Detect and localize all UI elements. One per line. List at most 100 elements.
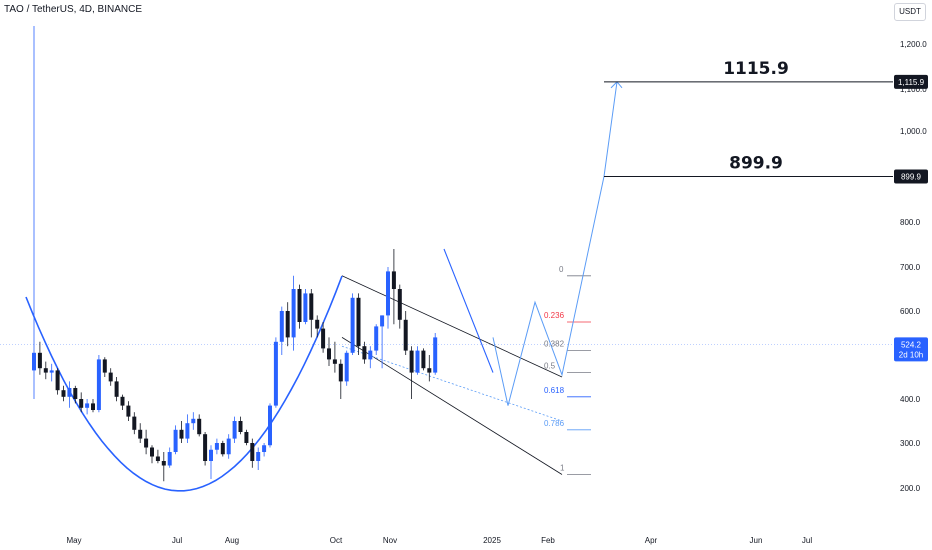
x-tick-label: Oct [330,536,343,545]
fib-level-label: 0.618 [544,386,565,395]
candle-body [132,416,137,430]
fib-level-label: 1 [560,464,565,473]
candle-body [403,319,408,351]
candle-body [356,297,361,347]
y-tick-label: 700.0 [900,263,921,272]
candle-body [268,405,272,446]
candle-body [350,297,355,353]
candle-body [226,438,231,455]
candle-body [32,352,36,371]
candle-body [273,341,278,406]
candle-body [144,438,149,448]
target-price-tag [894,169,928,184]
candle-body [126,405,131,417]
target-price-tag-label: 899.9 [901,173,922,182]
y-tick-label: 800.0 [900,218,921,227]
fib-level-label: 0.5 [544,362,556,371]
candle-body [433,337,438,373]
candle-body [368,350,373,360]
candle-body [321,328,326,349]
time-axis[interactable]: May Jul Aug Oct Nov 2025 Feb Apr Jun Jul [66,536,812,545]
candle-body [244,432,249,443]
target-price-tag-label: 1,115.9 [898,78,925,87]
candle-body [291,289,296,338]
candle-body [179,429,184,439]
y-tick-label: 1,100.0 [900,85,927,94]
candle-body [167,452,172,466]
cup-curve [25,275,343,492]
zigzag-line [443,248,494,373]
candle-body [362,346,367,360]
target-price-tag [894,74,928,89]
candle-body [161,461,166,466]
candle-body [191,418,196,424]
candle-body [391,271,396,289]
current-price-label: 524.2 [901,340,922,349]
candle-body [327,348,331,360]
x-tick-label: Jul [802,536,812,545]
candle-body [262,445,267,452]
countdown-label: 2d 10h [899,350,923,359]
x-tick-label: Jul [172,536,182,545]
candle-body [67,388,72,397]
candle-body [285,311,290,338]
channel-upper-line [341,275,563,378]
candle-body [37,352,42,369]
fib-level-label: 0 [559,265,564,274]
x-tick-label: Feb [541,536,555,545]
candle-body [150,447,154,457]
candle-body [256,452,261,461]
price-axis[interactable]: 200.0300.0400.0500.0600.0700.0800.01,000… [900,40,927,493]
drawings-layer [0,81,893,492]
candle-body [338,363,343,382]
candle-body [409,350,414,373]
candle-body [96,359,101,410]
fib-level-label: 0.236 [544,311,565,320]
candle-body [102,359,107,373]
candle-body [427,368,432,373]
candle-body [91,403,95,410]
chart-title: TAO / TetherUS, 4D, BINANCE [4,4,143,15]
x-tick-label: Jun [750,536,763,545]
candle-body [85,403,90,408]
candle-body [197,418,202,435]
channel-mid-line [341,345,563,422]
candle-body [79,399,84,408]
candle-body [238,421,243,432]
candle-body [344,352,349,382]
x-tick-label: Aug [225,536,239,545]
y-tick-label: 200.0 [900,484,921,493]
y-tick-label: 1,000.0 [900,127,927,136]
candle-body [250,443,255,461]
candle-body [279,311,284,342]
candle-body [173,429,178,452]
candle-body [332,359,337,364]
candle-body [386,271,390,316]
candle-body [380,315,385,327]
y-tick-label: 600.0 [900,307,921,316]
channel-lower-line [341,337,563,475]
candle-body [73,388,78,399]
x-tick-label: May [66,536,81,545]
y-tick-label: 1,200.0 [900,40,927,49]
candle-body [155,456,160,461]
target-label: 1115.9 [723,59,789,79]
candle-body [309,293,314,320]
y-tick-label: 300.0 [900,439,921,448]
current-price-tag [894,337,928,362]
candle-body [209,449,213,461]
candle-body [421,350,426,369]
candle-body [297,289,302,322]
candle-body [61,390,66,397]
candle-body [55,370,60,391]
currency-button[interactable]: USDT [894,3,926,21]
candle-body [303,293,308,322]
x-tick-label: 2025 [483,536,501,545]
x-tick-label: Nov [383,536,397,545]
candle-body [108,372,113,382]
candle-body [43,368,48,373]
projection-path [492,81,618,406]
candle-body [374,326,379,351]
candle-body [138,429,143,439]
